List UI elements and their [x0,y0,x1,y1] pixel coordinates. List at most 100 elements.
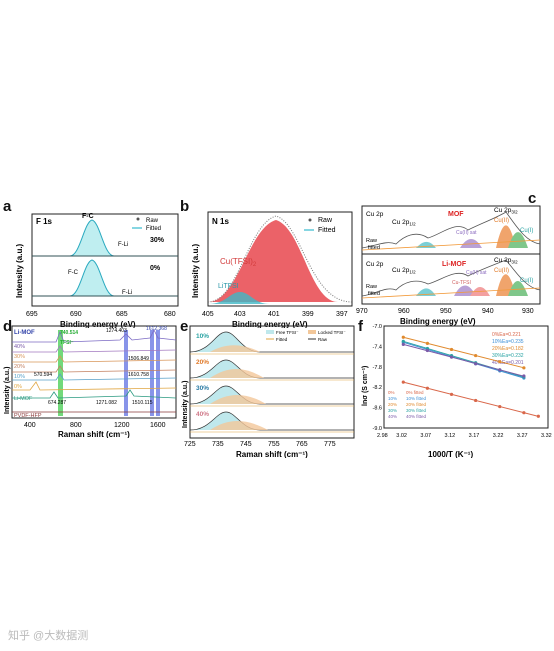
f-point-0% [522,411,526,415]
a-top-fli: F-Li [118,242,128,248]
f-ea: 30%Ea=0.232 [492,353,524,359]
e-trace-40 [189,411,354,433]
c-top-p12: Cu 2p1/2 [392,219,416,227]
c-xtick: 960 [398,308,410,315]
d-xtick: 1600 [150,422,166,429]
a-xlabel: Binding energy (eV) [60,320,136,328]
c-xlabel: Binding energy (eV) [400,317,476,326]
panel-e-plot: 10% 20% 30% 40% Free TFSI⁻ Locked TFSI⁻ … [182,325,355,459]
f-point-40% [498,368,502,372]
panel-b-plot: N 1s Raw Fitted Cu(TFSI)2 LiTFSI 405 403… [191,211,353,329]
c-top-cu1: Cu(I) [520,228,533,234]
f-point-40% [522,374,526,378]
e-xtick: 725 [184,441,196,448]
e-legend: Free TFSI⁻ Locked TFSI⁻ Fitted Raw [266,330,346,342]
c-bottom-p12: Cu 2p1/2 [392,267,416,275]
c-bottom-cu1: Cu(I) [520,278,533,284]
f-xtick: 3.32 [541,433,552,439]
c-bottom-p32: Cu 2p3/2 [494,257,518,265]
c-bottom-tfsi: Cu-TFSI [452,280,471,286]
e-xtick: 745 [240,441,252,448]
a-top-peak [32,219,178,257]
f-ytick: -7.4 [373,344,382,350]
f-legend-item: 0% fitted [406,390,424,395]
e-legend-raw: Raw [318,337,328,342]
e-trace-10 [189,331,354,355]
panel-f: f 0%Ea=0.221 10%Ea=0.235 20%Ea=0.182 30%… [358,318,554,459]
f-legend-item: 10% [388,396,397,401]
e-legend-locked: Locked TFSI⁻ [318,330,346,335]
e-trace-30 [189,385,354,407]
f-ytick: -7.0 [373,324,382,330]
d-series-0: 0% [14,384,22,390]
a-legend-fitted: Fitted [146,226,161,232]
f-point-40% [474,362,478,366]
a-bottom-fli: F-Li [122,290,132,296]
f-xtick: 3.12 [445,433,456,439]
a-xtick: 680 [164,311,176,318]
a-xtick: 690 [70,311,82,318]
c-bottom-cu2: Cu(II) [494,268,509,274]
f-fit-line-20% [403,336,525,369]
b-xtick: 405 [202,311,214,318]
f-point-20% [498,360,502,364]
e-xtick: 775 [324,441,336,448]
panel-d-label: d [3,318,13,335]
b-cu-tfsi-peak [208,220,338,302]
c-bottom-sat: Cu(II) sat [466,270,487,276]
d-xtick: 400 [24,422,36,429]
a-xtick: 695 [26,311,38,318]
f-legend: 0% 0% fitted 10% 10% fitted 20% 20% fitt… [388,390,427,419]
d-series-limof: Li-MOF [14,330,35,336]
e-ylabel: Intensity (a.u.) [182,381,189,428]
panel-a-label: a [3,198,12,215]
f-ea: 10%Ea=0.235 [492,339,524,345]
a-top-pct: 30% [150,237,165,244]
c-xtick: 950 [440,308,452,315]
panel-b: b N 1s Raw Fitted Cu(TFSI)2 LiTFSI 405 4… [178,198,356,329]
f-point-20% [425,341,430,345]
a-ylabel: Intensity (a.u.) [15,243,24,298]
panel-e-label: e [180,318,189,335]
f-point-40% [449,355,454,359]
f-point-0% [474,398,478,403]
panel-b-label: b [180,198,190,215]
a-bottom-peak [32,259,178,297]
f-legend-item: 20% [388,402,397,407]
b-litfsi-label: LiTFSI [218,283,239,290]
panel-c: c Cu 2p MOF Cu 2p1/2 Cu 2p3/2 Cu(II) Cu(… [356,190,554,326]
f-xlabel: 1000/T (K⁻¹) [428,450,473,458]
b-legend-fitted: Fitted [318,227,336,234]
e-legend-fitted: Fitted [276,337,288,342]
a-core: F 1s [36,217,53,226]
e-xtick: 765 [296,441,308,448]
f-ea: 40%Ea=0.201 [492,360,524,366]
panel-d-plot: Li-MOF 40% 30% 20% 10% 0% Li-MOF PVDF-HF… [4,325,177,439]
c-bottom-raw: Raw [366,284,377,290]
a-top-fc: F-C [82,213,94,220]
c-top-title: MOF [448,211,464,218]
d-band: 1506.849 [128,356,149,362]
c-top-cu2p: Cu 2p [366,211,384,218]
c-top-p32: Cu 2p3/2 [494,207,518,215]
d-xlabel: Raman shift (cm⁻¹) [58,430,130,438]
f-xtick: 3.07 [420,433,431,439]
watermark: 知乎 @大数据测 [8,630,89,642]
panel-d: d Li-MOF 40% 30% 20% 10% 0% Li-MOF PVDF-… [0,318,178,439]
a-legend-raw: Raw [146,218,159,224]
d-series-30: 30% [14,354,25,360]
c-top-fitted: fitted [368,245,380,251]
d-series-20: 20% [14,364,25,370]
panel-e: e 10% 20% 30% 40% Free TFSI⁻ Locked [180,318,356,459]
a-xtick: 685 [116,311,128,318]
f-point-20% [474,353,478,358]
b-xtick: 401 [268,311,280,318]
f-ea-labels: 0%Ea=0.221 10%Ea=0.235 20%Ea=0.182 30%Ea… [492,332,524,366]
c-xtick: 940 [482,308,494,315]
c-xtick: 930 [522,308,534,315]
f-ytick: -9.0 [373,426,382,432]
f-ytick: -7.8 [373,365,382,371]
f-legend-item: 30% [388,408,397,413]
f-point-0% [425,386,430,390]
panel-c-plot: Cu 2p MOF Cu 2p1/2 Cu 2p3/2 Cu(II) Cu(I)… [356,205,541,326]
